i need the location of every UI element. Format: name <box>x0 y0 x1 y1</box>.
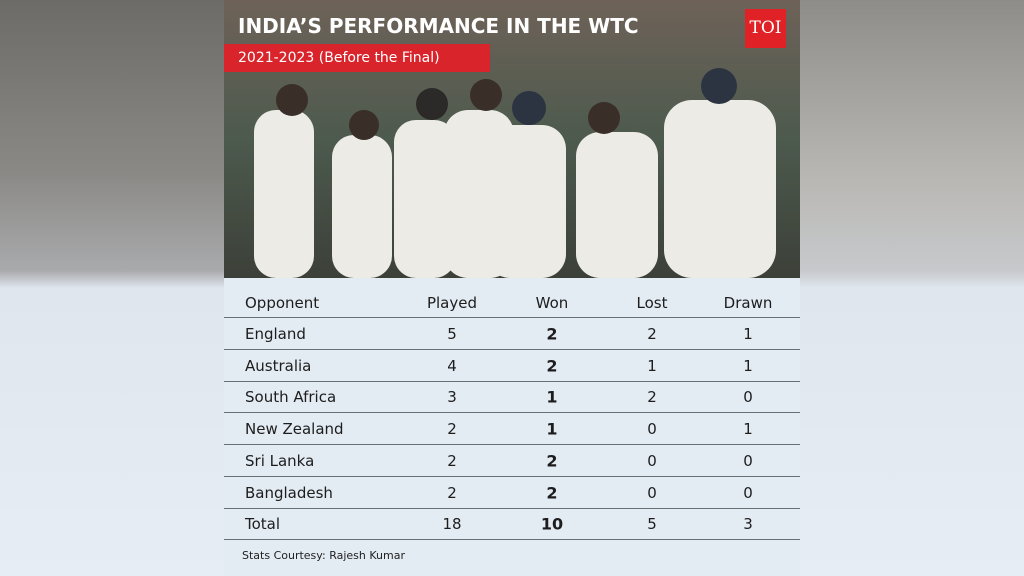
logo: TOI <box>745 9 786 48</box>
column-header: Played <box>426 294 478 312</box>
table-value: 1 <box>743 420 753 439</box>
row-divider <box>224 412 800 414</box>
row-divider <box>224 539 800 541</box>
table-value: 0 <box>743 483 753 502</box>
row-divider <box>224 475 800 477</box>
table-value: 1 <box>743 356 753 375</box>
subtitle: 2021-2023 (Before the Final) <box>224 44 490 72</box>
column-header: Lost <box>636 294 668 312</box>
footer: Stats Courtesy: Rajesh Kumar <box>242 549 405 562</box>
table-value: 0 <box>647 420 657 439</box>
row-label: Total <box>245 515 281 534</box>
table-value: 4 <box>447 356 457 375</box>
row-label: Australia <box>245 356 312 375</box>
table-value: 2 <box>447 451 457 470</box>
table-value: 2 <box>546 324 558 344</box>
table-value: 1 <box>546 387 558 407</box>
table-value: 1 <box>743 325 753 343</box>
table-value: 3 <box>447 388 457 407</box>
row-divider <box>224 349 800 350</box>
table-value: 0 <box>743 388 753 407</box>
row-label: Bangladesh <box>245 483 333 502</box>
table-value: 2 <box>447 483 457 502</box>
blurred-right <box>800 0 1024 576</box>
column-header: Won <box>535 294 569 312</box>
row-divider <box>224 444 800 446</box>
row-label: England <box>245 325 306 343</box>
row-divider <box>224 507 800 509</box>
table-value: 0 <box>647 483 657 502</box>
table-value: 1 <box>546 419 558 439</box>
table-value: 5 <box>447 325 457 343</box>
row-divider <box>224 317 800 318</box>
title: INDIA’S PERFORMANCE IN THE WTC <box>238 14 639 38</box>
table-value: 5 <box>647 515 657 534</box>
table-value: 2 <box>447 420 457 439</box>
table-value: 18 <box>442 515 462 534</box>
table-value: 3 <box>743 515 753 534</box>
row-divider <box>224 380 800 382</box>
table-value: 10 <box>540 514 564 534</box>
blurred-left <box>0 0 224 576</box>
photo <box>224 0 800 278</box>
row-label: Sri Lanka <box>245 451 315 470</box>
row-label: New Zealand <box>245 420 344 439</box>
players <box>254 68 776 278</box>
table-value: 2 <box>647 388 657 407</box>
table-value: 0 <box>647 451 657 470</box>
row-label: South Africa <box>245 388 337 407</box>
table-value: 2 <box>546 356 558 376</box>
table <box>224 278 800 576</box>
table-value: 2 <box>546 451 558 471</box>
table-value: 2 <box>546 483 558 502</box>
table-value: 2 <box>647 325 657 343</box>
table-value: 1 <box>647 356 657 375</box>
column-header: Opponent <box>245 294 320 312</box>
column-header: Drawn <box>723 294 773 312</box>
table-value: 0 <box>743 451 753 470</box>
